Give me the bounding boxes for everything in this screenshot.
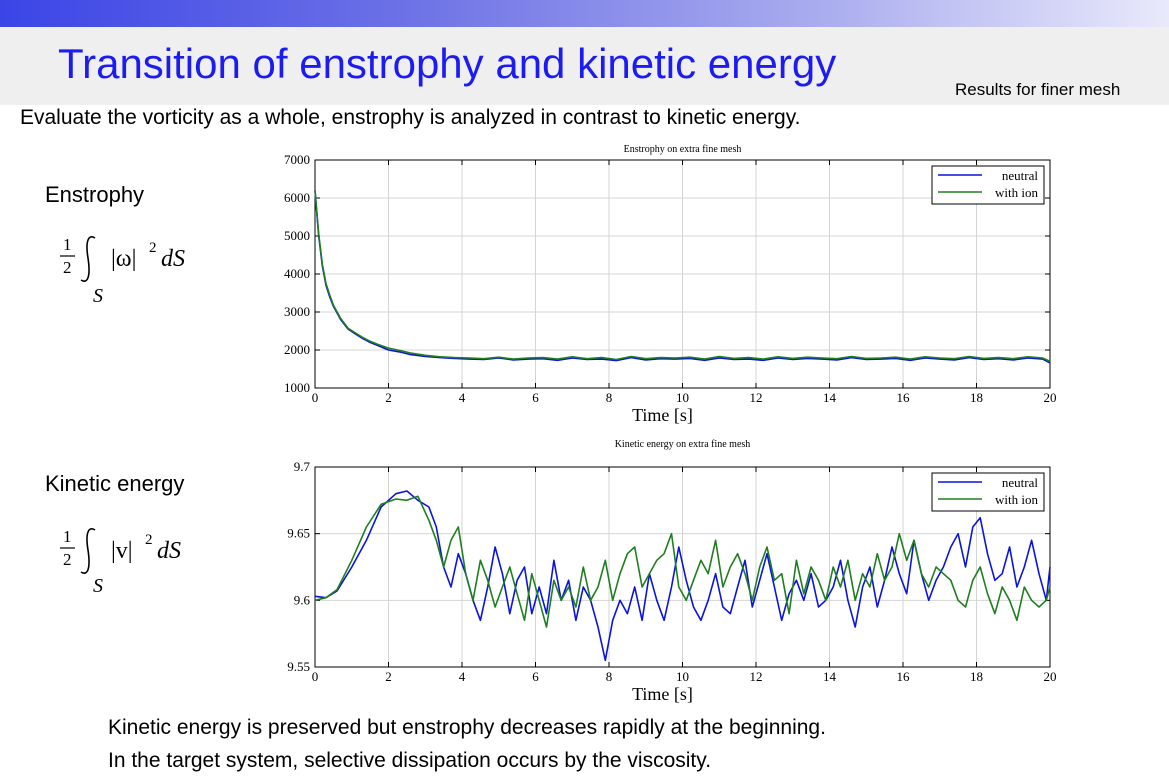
x-tick-label: 10 [676,390,689,405]
legend-box [931,472,1045,512]
intro-text: Evaluate the vorticity as a whole, enstr… [20,106,801,129]
chart-title: Enstrophy on extra fine mesh [624,144,742,155]
enstrophy-power: 2 [149,240,157,256]
enstrophy-chart-svg: Enstrophy on extra fine mesh 0 2 4 6 8 10 12 14 1… [284,144,1057,425]
x-tick-label: 0 [312,390,319,405]
x-tick-label: 8 [606,390,613,405]
kinetic-integrand: |v| [111,538,133,564]
integral-sign-icon [80,236,96,282]
legend-label: neutral [1002,168,1038,183]
series-line-neutral [314,190,1051,364]
y-tick-label: 3000 [284,304,310,319]
enstrophy-chart: Enstrophy on extra fine mesh 0 2 4 6 8 10 12 14 1… [260,140,1060,430]
series-line-with-ion [314,495,1051,628]
x-axis-label: Time [s] [632,684,693,704]
legend-box [931,165,1045,205]
y-tick-label: 6000 [284,190,310,205]
x-tick-label: 8 [606,669,613,684]
slide-title: Transition of enstrophy and kinetic ener… [58,40,837,87]
x-tick-label: 6 [532,390,539,405]
kinetic-power: 2 [145,532,153,548]
enstrophy-formula: 1 2 S |ω| 2 dS [55,230,215,315]
kinetic-coef-num: 1 [63,527,72,546]
x-tick-label: 12 [750,669,763,684]
top-gradient-bar [0,0,1169,27]
y-tick-label: 9.65 [287,526,310,541]
x-tick-label: 0 [312,669,319,684]
y-tick-label: 7000 [284,152,310,167]
x-tick-label: 18 [970,390,983,405]
enstrophy-differential: dS [161,246,185,272]
kinetic-energy-chart-svg: Kinetic energy on extra fine mesh 0 2 4 6 8 10… [287,439,1057,704]
x-tick-label: 2 [385,669,392,684]
legend-label: neutral [1002,475,1038,490]
enstrophy-integrand: |ω| [111,246,136,272]
plot-frame [314,159,1051,389]
legend-label: with ion [995,492,1038,507]
kinetic-subscript: S [93,575,103,597]
kinetic-energy-label: Kinetic energy [45,471,185,496]
enstrophy-formula-svg: 1 2 S |ω| 2 dS [60,235,185,307]
x-tick-label: 14 [823,669,837,684]
x-tick-label: 16 [897,669,911,684]
x-tick-label: 10 [676,669,689,684]
integral-sign-icon [80,528,96,574]
enstrophy-label: Enstrophy [45,182,145,207]
chart-title: Kinetic energy on extra fine mesh [615,439,751,450]
enstrophy-coef-den: 2 [63,258,72,277]
y-tick-label: 9.55 [287,659,310,674]
y-tick-label: 5000 [284,228,310,243]
kinetic-coef-den: 2 [63,550,72,569]
kinetic-differential: dS [157,538,181,564]
x-tick-label: 20 [1044,390,1057,405]
conclusion-line-1: Kinetic energy is preserved but enstroph… [108,716,826,739]
y-tick-label: 4000 [284,266,310,281]
y-tick-label: 1000 [284,380,310,395]
y-tick-label: 9.7 [294,459,311,474]
y-tick-label: 9.6 [294,592,311,607]
x-axis-label: Time [s] [632,405,693,425]
legend-label: with ion [995,185,1038,200]
kinetic-formula: 1 2 S |v| 2 dS [55,522,215,607]
x-tick-label: 6 [532,669,539,684]
title-band [0,27,1169,105]
conclusion-line-2: In the target system, selective dissipat… [108,749,712,772]
kinetic-formula-svg: 1 2 S |v| 2 dS [60,527,181,597]
x-tick-label: 14 [823,390,837,405]
x-tick-label: 12 [750,390,763,405]
x-tick-label: 16 [897,390,911,405]
kinetic-energy-chart: Kinetic energy on extra fine mesh 0 2 4 6 8 10… [260,435,1060,715]
y-tick-label: 2000 [284,342,310,357]
enstrophy-subscript: S [93,285,103,307]
x-tick-label: 4 [459,669,466,684]
mesh-note: Results for finer mesh [955,80,1121,99]
series-line-neutral [314,490,1051,662]
enstrophy-coef-num: 1 [63,235,72,254]
x-tick-label: 2 [385,390,392,405]
x-tick-label: 4 [459,390,466,405]
series-line-with-ion [314,190,1051,363]
x-tick-label: 18 [970,669,983,684]
x-tick-label: 20 [1044,669,1057,684]
